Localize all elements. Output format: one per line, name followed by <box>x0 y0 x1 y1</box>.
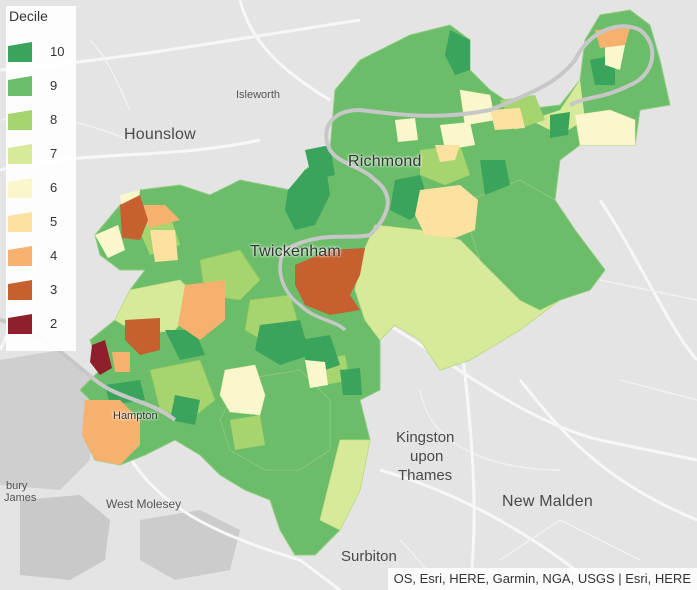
legend-title: Decile <box>9 8 48 24</box>
legend: Decile 10 9 8 7 6 5 4 3 2 <box>6 6 76 351</box>
legend-label: 4 <box>50 248 58 263</box>
place-label-kingston-line3: Thames <box>398 467 453 484</box>
legend-item-decile-4: 4 <box>6 244 76 274</box>
place-label-james: James <box>4 492 37 504</box>
legend-label: 7 <box>50 146 58 161</box>
legend-item-decile-2: 2 <box>6 312 76 342</box>
legend-item-decile-8: 8 <box>6 108 76 138</box>
place-label-surbiton: Surbiton <box>341 548 397 565</box>
place-label-hounslow: Hounslow <box>124 126 196 143</box>
legend-item-decile-7: 7 <box>6 142 76 172</box>
legend-label: 2 <box>50 316 58 331</box>
legend-item-decile-3: 3 <box>6 278 76 308</box>
place-label-west-molesey: West Molesey <box>106 497 182 511</box>
place-label-hampton: Hampton <box>113 410 158 422</box>
place-label-new-malden: New Malden <box>502 493 593 510</box>
place-label-twickenham: Twickenham <box>250 243 341 260</box>
place-label-richmond: Richmond <box>348 153 422 170</box>
place-label-kingston-line1: Kingston <box>396 429 455 446</box>
legend-label: 5 <box>50 214 58 229</box>
legend-label: 8 <box>50 112 58 127</box>
legend-label: 9 <box>50 78 58 93</box>
legend-item-decile-6: 6 <box>6 176 76 206</box>
legend-item-decile-10: 10 <box>6 40 76 70</box>
legend-label: 10 <box>50 44 65 59</box>
legend-item-decile-9: 9 <box>6 74 76 104</box>
place-label-kingston-line2: upon <box>410 448 444 465</box>
legend-item-decile-5: 5 <box>6 210 76 240</box>
legend-label: 6 <box>50 180 58 195</box>
place-label-bury: bury <box>6 480 28 492</box>
legend-label: 3 <box>50 282 58 297</box>
place-label-isleworth: Isleworth <box>236 89 281 101</box>
map-attribution: OS, Esri, HERE, Garmin, NGA, USGS | Esri… <box>387 568 697 590</box>
